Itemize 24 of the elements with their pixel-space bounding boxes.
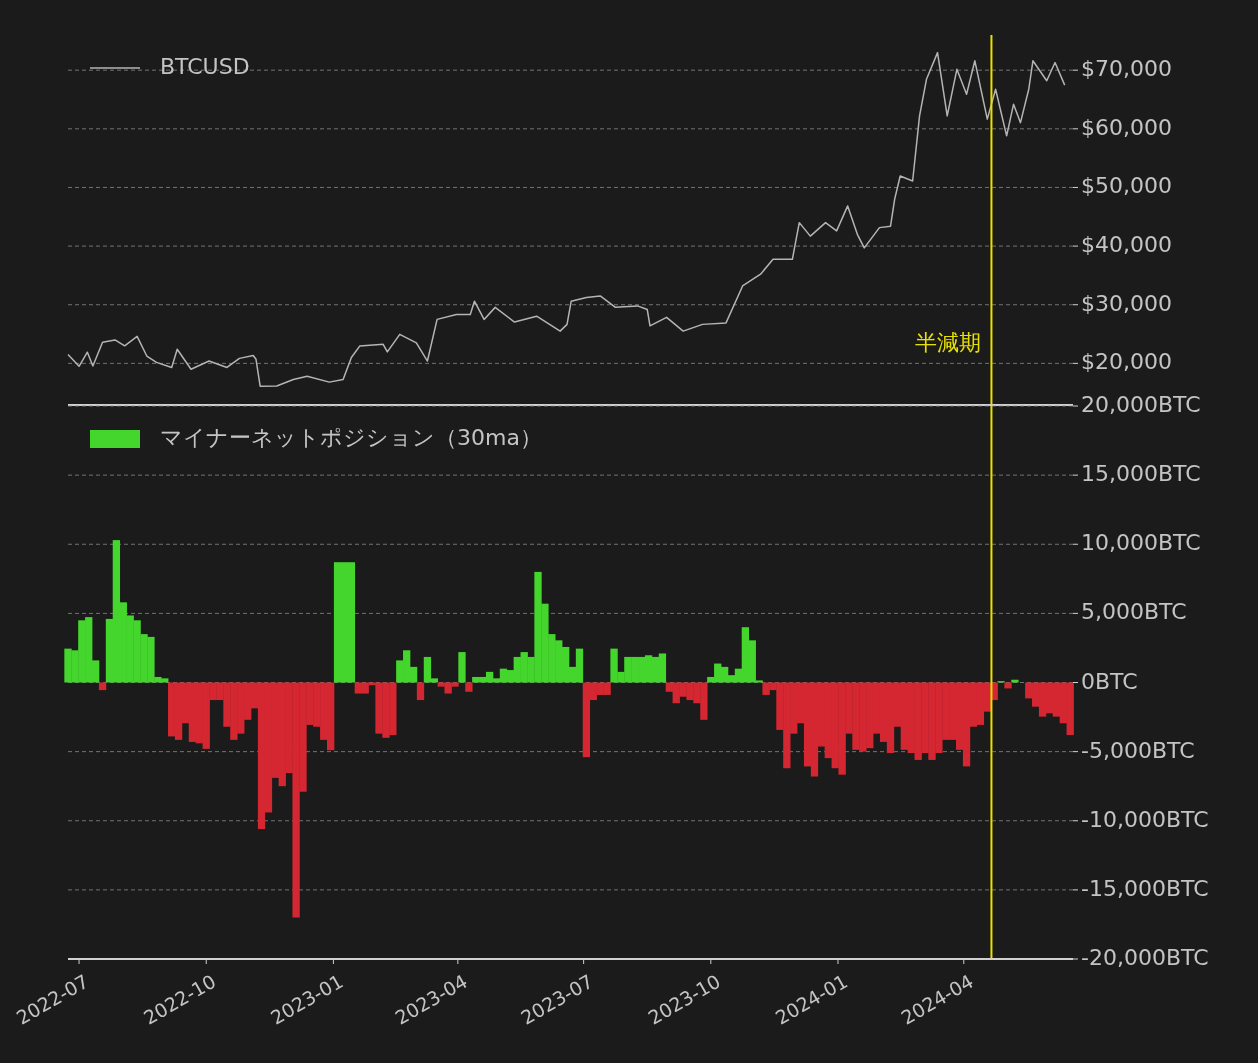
bar — [1004, 682, 1012, 689]
y-tick-label: $20,000 — [1081, 349, 1172, 375]
bar — [458, 652, 466, 683]
line-series — [67, 51, 1066, 387]
legend-label: BTCUSD — [160, 54, 250, 79]
y-tick-label: -10,000BTC — [1081, 806, 1209, 832]
y-tick-label: $30,000 — [1081, 290, 1172, 316]
y-tick-label: 20,000BTC — [1081, 392, 1201, 417]
y-tick-label: $70,000 — [1081, 56, 1172, 82]
ref-line-label: 半減期 — [915, 330, 982, 355]
y-tick-label: 15,000BTC — [1081, 461, 1201, 487]
y-tick-label: $50,000 — [1081, 173, 1172, 199]
y-tick-label: 5,000BTC — [1081, 599, 1187, 625]
y-tick-label: -5,000BTC — [1081, 737, 1195, 763]
y-tick-label: -20,000BTC — [1081, 945, 1209, 970]
bar — [416, 682, 425, 701]
bar — [465, 682, 473, 692]
y-tick-label: -15,000BTC — [1081, 875, 1209, 901]
y-tick-label: $60,000 — [1081, 114, 1172, 140]
y-tick-label: 0BTC — [1081, 668, 1138, 694]
legend-label: マイナーネットポジション（30ma） — [160, 425, 542, 450]
y-tick-label: $40,000 — [1081, 232, 1172, 258]
bar — [1011, 679, 1019, 683]
y-tick-label: 10,000BTC — [1081, 530, 1201, 556]
